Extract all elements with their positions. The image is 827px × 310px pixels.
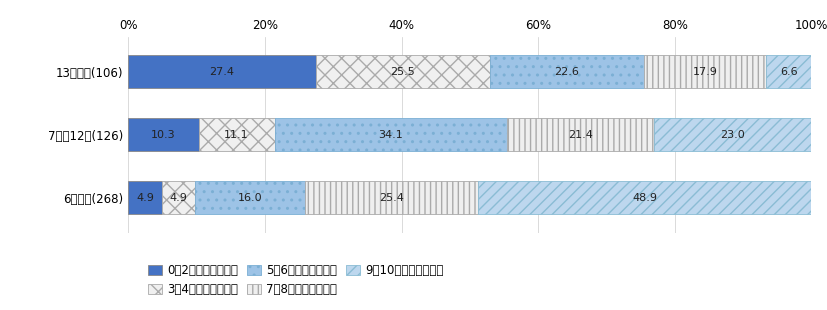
Text: 16.0: 16.0 [237,193,262,203]
Bar [195,181,304,214]
Bar [128,181,161,214]
Bar [275,118,507,151]
Bar [128,118,198,151]
Text: 6.6: 6.6 [779,67,796,77]
Bar [766,55,810,88]
Bar [489,55,643,88]
Text: 11.1: 11.1 [224,130,249,140]
Text: 21.4: 21.4 [567,130,592,140]
Bar [198,118,275,151]
Bar [653,118,810,151]
Text: 25.4: 25.4 [379,193,404,203]
Bar [477,181,811,214]
Text: 17.9: 17.9 [692,67,717,77]
Text: 48.9: 48.9 [632,193,657,203]
Text: 34.1: 34.1 [378,130,403,140]
Bar [315,55,489,88]
Legend: 0～2割程度回復した, 3～4割程度回復した, 5～6割程度回復した, 7～8割程度回復した, 9～10割程度回復した: 0～2割程度回復した, 3～4割程度回復した, 5～6割程度回復した, 7～8割… [148,264,443,296]
Text: 25.5: 25.5 [390,67,414,77]
Text: 4.9: 4.9 [136,193,154,203]
Text: 4.9: 4.9 [170,193,187,203]
Text: 10.3: 10.3 [151,130,175,140]
Bar [304,181,477,214]
Bar [128,55,315,88]
Text: 22.6: 22.6 [554,67,579,77]
Bar [643,55,766,88]
Text: 23.0: 23.0 [719,130,743,140]
Bar [161,181,195,214]
Bar [507,118,653,151]
Text: 27.4: 27.4 [209,67,234,77]
